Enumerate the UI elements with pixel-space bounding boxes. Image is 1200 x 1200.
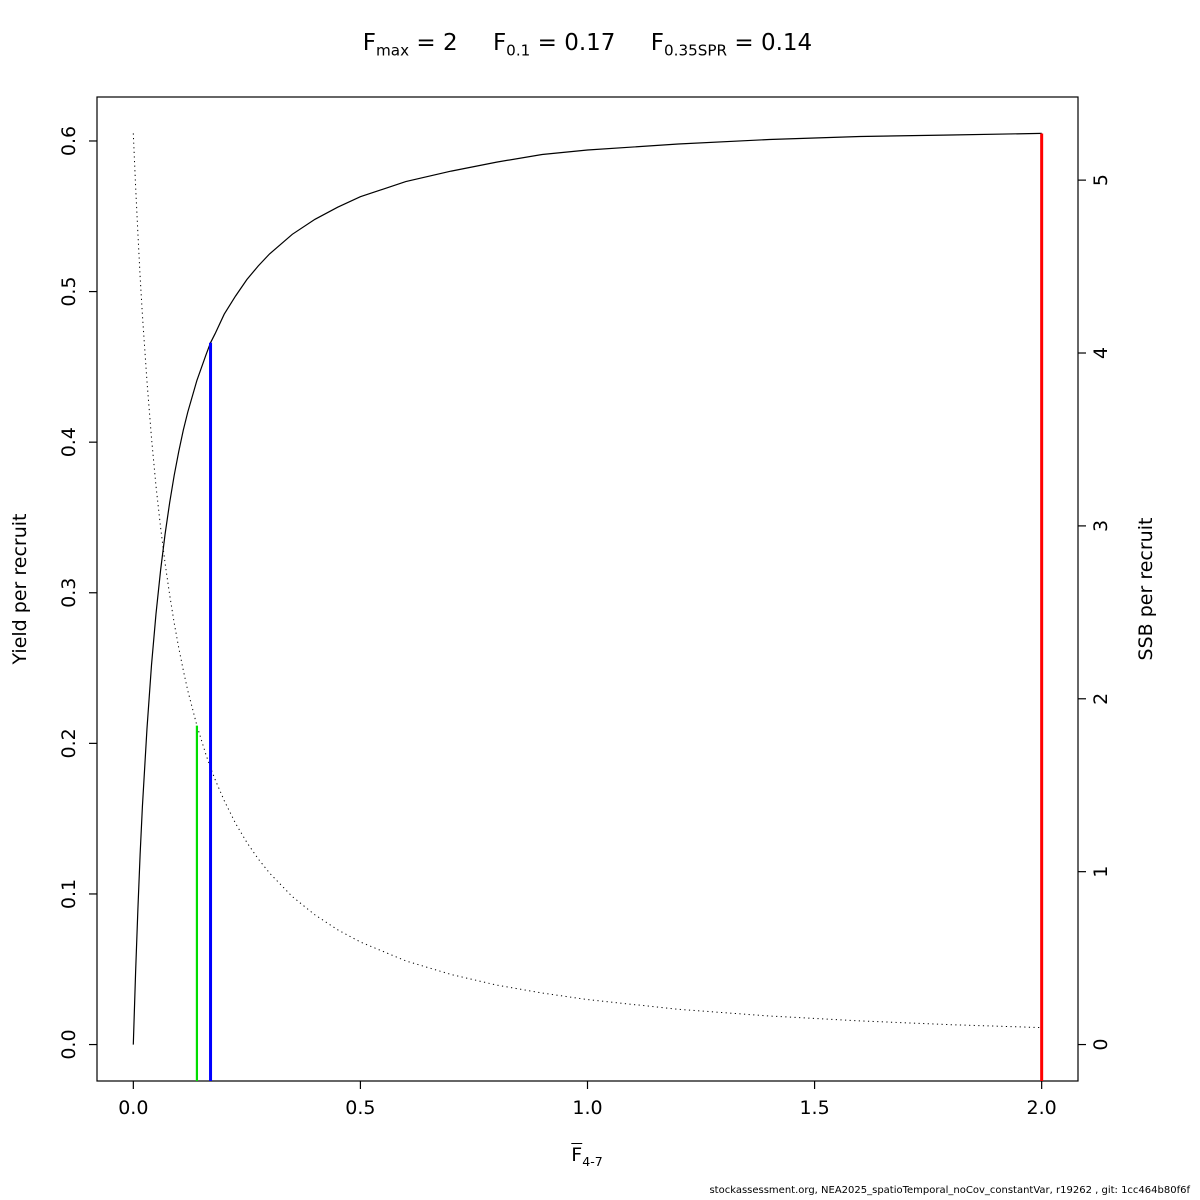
title-term-value: = 0.17	[530, 30, 616, 56]
title-term-sub: 0.1	[506, 41, 531, 60]
plot-frame	[96, 96, 1079, 1082]
x-axis-label-base: F	[571, 1144, 583, 1166]
title-term-base: F	[362, 30, 377, 56]
y-tick-label-left: 0.0	[58, 1029, 80, 1059]
x-axis-label: F4-7	[571, 1144, 602, 1169]
x-tick-label: 2.0	[1027, 1097, 1057, 1119]
x-axis-label-sub: 4-7	[582, 1153, 603, 1169]
ssb-curve	[132, 133, 1042, 1029]
y-tick-label-left: 0.1	[58, 879, 80, 909]
y-tick-label-left: 0.6	[58, 126, 80, 156]
title-term-fmax: Fmax = 2	[362, 30, 458, 60]
y-tick-label-left: 0.3	[58, 578, 80, 608]
x-tick-label: 1.0	[572, 1097, 602, 1119]
y-tick-label-right: 5	[1090, 174, 1112, 186]
title-term-sub: 0.35SPR	[663, 41, 728, 60]
title-term-value: = 0.14	[727, 30, 813, 56]
y-tick-label-right: 0	[1090, 1039, 1112, 1051]
y-tick-label-right: 2	[1090, 693, 1112, 705]
y-tick-label-right: 4	[1090, 347, 1112, 359]
x-tick-label: 1.5	[799, 1097, 829, 1119]
title-term-f01: F0.1 = 0.17	[492, 30, 616, 60]
x-tick-label: 0.5	[345, 1097, 375, 1119]
title-term-value: = 2	[409, 30, 458, 56]
y-axis-label-left: Yield per recruit	[9, 513, 31, 665]
plot-title: Fmax = 2 F0.1 = 0.17 F0.35SPR = 0.14	[0, 30, 1175, 60]
y-tick-label-left: 0.4	[58, 427, 80, 457]
y-tick-label-right: 1	[1090, 866, 1112, 878]
y-tick-label-right: 3	[1090, 520, 1112, 532]
title-term-base: F	[650, 30, 664, 56]
y-tick-label-left: 0.2	[58, 728, 80, 758]
title-term-base: F	[492, 30, 507, 56]
y-axis-label-right: SSB per recruit	[1135, 517, 1157, 661]
title-term-sub: max	[376, 41, 410, 60]
x-tick-label: 0.0	[118, 1097, 148, 1119]
yield-curve	[132, 132, 1042, 1045]
y-tick-label-left: 0.5	[58, 276, 80, 306]
title-term-f035spr: F0.35SPR = 0.14	[650, 30, 813, 60]
footer-citation: stockassessment.org, NEA2025_spatioTempo…	[709, 1185, 1190, 1196]
